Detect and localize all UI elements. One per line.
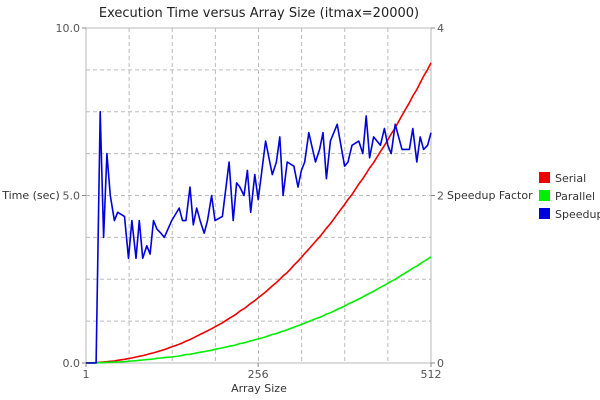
series-line-speedup <box>86 111 432 364</box>
y-axis-left-label: Time (sec) <box>1 189 60 202</box>
y-right-tick-label: 0 <box>437 357 444 370</box>
x-tick-label: 1 <box>83 368 90 381</box>
y-left-tick-label: 10.0 <box>56 22 81 35</box>
series-lines <box>85 62 432 364</box>
x-tick-label: 512 <box>421 368 442 381</box>
legend-label-parallel: Parallel <box>555 190 595 203</box>
y-right-tick-label: 2 <box>437 190 444 203</box>
series-line-serial <box>85 62 432 364</box>
axis-ticks: 0.0 5.0 10.0 0 2 4 1 256 512 <box>56 22 445 381</box>
legend: Serial Parallel Speedup <box>539 172 600 221</box>
x-tick-label: 256 <box>248 368 269 381</box>
chart-title: Execution Time versus Array Size (itmax=… <box>99 6 419 21</box>
x-axis-label: Array Size <box>231 382 287 395</box>
y-left-tick-label: 0.0 <box>63 357 81 370</box>
legend-swatch-serial <box>539 172 550 183</box>
y-axis-right-label: Speedup Factor <box>447 189 533 202</box>
legend-swatch-speedup <box>539 208 550 219</box>
legend-label-serial: Serial <box>555 172 586 185</box>
y-right-tick-label: 4 <box>437 22 444 35</box>
legend-label-speedup: Speedup <box>555 208 600 221</box>
series-line-parallel <box>86 256 432 364</box>
y-left-tick-label: 5.0 <box>63 190 81 203</box>
legend-swatch-parallel <box>539 190 550 201</box>
grid-lines <box>86 28 431 363</box>
